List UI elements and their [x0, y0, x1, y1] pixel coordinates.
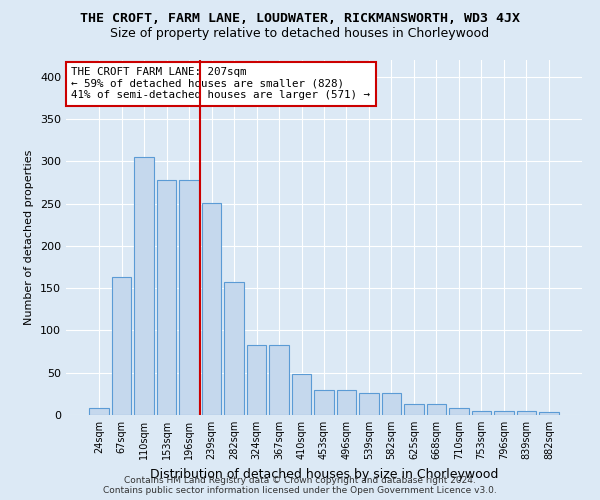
Text: THE CROFT FARM LANE: 207sqm
← 59% of detached houses are smaller (828)
41% of se: THE CROFT FARM LANE: 207sqm ← 59% of det… [71, 67, 370, 100]
Y-axis label: Number of detached properties: Number of detached properties [25, 150, 34, 325]
Text: Contains HM Land Registry data © Crown copyright and database right 2024.
Contai: Contains HM Land Registry data © Crown c… [103, 476, 497, 495]
Bar [134, 157, 154, 415]
Bar [517, 411, 536, 415]
Bar [472, 411, 491, 415]
Bar [337, 390, 356, 415]
Bar [427, 404, 446, 415]
Bar [359, 393, 379, 415]
Bar [539, 412, 559, 415]
Bar [224, 282, 244, 415]
Bar [179, 180, 199, 415]
Bar [382, 393, 401, 415]
Bar [157, 180, 176, 415]
Bar [494, 411, 514, 415]
Bar [202, 203, 221, 415]
Bar [449, 408, 469, 415]
Bar [404, 404, 424, 415]
Bar [292, 374, 311, 415]
Bar [314, 390, 334, 415]
Bar [247, 345, 266, 415]
X-axis label: Distribution of detached houses by size in Chorleywood: Distribution of detached houses by size … [150, 468, 498, 480]
Bar [112, 277, 131, 415]
Bar [89, 408, 109, 415]
Text: THE CROFT, FARM LANE, LOUDWATER, RICKMANSWORTH, WD3 4JX: THE CROFT, FARM LANE, LOUDWATER, RICKMAN… [80, 12, 520, 26]
Bar [269, 345, 289, 415]
Text: Size of property relative to detached houses in Chorleywood: Size of property relative to detached ho… [110, 28, 490, 40]
